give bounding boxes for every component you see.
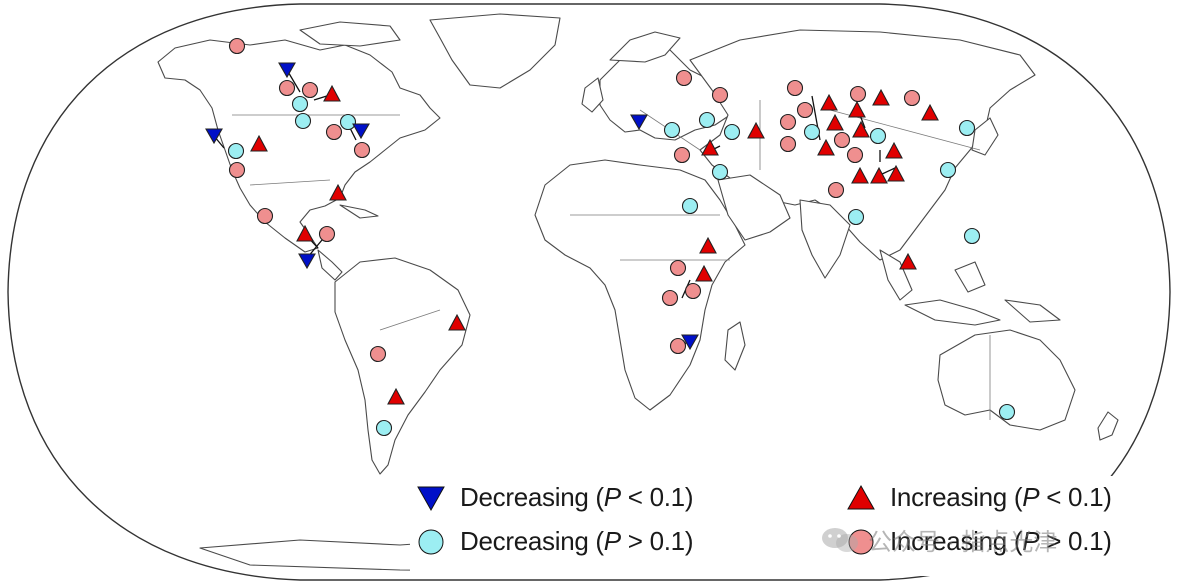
marker-increasing-sig xyxy=(387,387,405,405)
marker-increasing-ns xyxy=(661,289,679,307)
marker-increasing-sig xyxy=(848,100,866,118)
marker-decreasing-ns xyxy=(663,121,681,139)
marker-decreasing-sig xyxy=(681,334,699,351)
marker-increasing-sig xyxy=(852,120,870,138)
south-america xyxy=(334,257,471,475)
marker-increasing-ns xyxy=(669,337,687,355)
marker-increasing-ns xyxy=(779,113,797,131)
marker-increasing-ns xyxy=(228,37,246,55)
marker-increasing-sig xyxy=(296,224,314,242)
markers-decreasing-ns xyxy=(227,95,1016,437)
marker-decreasing-ns xyxy=(291,95,309,113)
triangle-down-icon xyxy=(417,486,445,511)
marker-increasing-sig xyxy=(851,166,869,184)
marker-increasing-sig xyxy=(323,84,341,102)
marker-increasing-ns xyxy=(786,79,804,97)
legend-label: Increasing (P < 0.1) xyxy=(890,482,1112,512)
marker-increasing-sig xyxy=(899,252,917,270)
marker-decreasing-sig xyxy=(352,123,370,140)
marker-decreasing-ns xyxy=(803,123,821,141)
marker-increasing-ns xyxy=(779,135,797,153)
marker-increasing-ns xyxy=(318,225,336,243)
marker-increasing-sig xyxy=(921,103,939,121)
marker-increasing-ns xyxy=(673,146,691,164)
marker-increasing-sig xyxy=(701,138,719,156)
marker-increasing-ns xyxy=(846,146,864,164)
marker-decreasing-ns xyxy=(227,142,245,160)
marker-decreasing-ns xyxy=(711,163,729,181)
marker-increasing-ns xyxy=(278,79,296,97)
watermark: 公众号 · 指点光津 xyxy=(820,522,1057,557)
marker-decreasing-ns xyxy=(723,123,741,141)
legend-item-increasing-ns: Increasing (P > 0.1) xyxy=(846,526,1112,557)
marker-increasing-sig xyxy=(817,138,835,156)
marker-increasing-sig xyxy=(820,93,838,111)
north-america xyxy=(157,39,441,253)
markers-increasing-ns xyxy=(228,37,921,363)
marker-decreasing-ns xyxy=(681,197,699,215)
marker-increasing-ns xyxy=(675,69,693,87)
marker-decreasing-ns xyxy=(847,208,865,226)
marker-increasing-ns xyxy=(369,345,387,363)
marker-decreasing-ns xyxy=(963,227,981,245)
asia xyxy=(689,29,1036,261)
marker-decreasing-ns xyxy=(339,113,357,131)
marker-increasing-ns xyxy=(256,207,274,225)
marker-decreasing-ns xyxy=(998,403,1016,421)
marker-increasing-ns xyxy=(301,81,319,99)
marker-increasing-sig xyxy=(885,141,903,159)
circle-icon xyxy=(848,529,874,554)
marker-increasing-sig xyxy=(699,236,717,254)
marker-increasing-ns xyxy=(903,89,921,107)
wechat-icon xyxy=(822,527,858,552)
marker-decreasing-sig xyxy=(298,253,316,270)
marker-decreasing-ns xyxy=(294,112,312,130)
marker-decreasing-ns xyxy=(958,119,976,137)
marker-increasing-ns xyxy=(684,282,702,300)
legend-label: Increasing (P > 0.1) xyxy=(890,526,1112,556)
circle-icon xyxy=(418,529,444,554)
marker-increasing-ns xyxy=(325,123,343,141)
marker-increasing-sig xyxy=(695,264,713,282)
watermark-text: 公众号 · 指点光津 xyxy=(868,529,1058,556)
legend-label: Decreasing (P < 0.1) xyxy=(460,482,694,512)
legend-item-decreasing-ns: Decreasing (P > 0.1) xyxy=(416,526,693,557)
marker-decreasing-ns xyxy=(939,161,957,179)
marker-increasing-ns xyxy=(353,141,371,159)
legend-item-increasing-sig: Increasing (P < 0.1) xyxy=(846,482,1112,513)
legend-label: Decreasing (P > 0.1) xyxy=(460,526,694,556)
marker-increasing-sig xyxy=(872,88,890,106)
marker-increasing-ns xyxy=(228,161,246,179)
marker-increasing-sig xyxy=(826,113,844,131)
marker-decreasing-sig xyxy=(278,62,296,79)
marker-increasing-ns xyxy=(669,259,687,277)
marker-increasing-sig xyxy=(448,313,466,331)
marker-increasing-ns xyxy=(711,86,729,104)
marker-decreasing-ns xyxy=(698,111,716,129)
africa xyxy=(534,159,746,411)
marker-decreasing-sig xyxy=(205,128,223,145)
continents xyxy=(157,13,1119,573)
marker-increasing-sig xyxy=(250,134,268,152)
legend: Decreasing (P < 0.1) Decreasing (P > 0.1… xyxy=(410,476,1170,576)
marker-increasing-sig xyxy=(747,121,765,139)
marker-decreasing-sig xyxy=(630,114,648,131)
australia xyxy=(937,329,1076,431)
marker-increasing-sig xyxy=(887,164,905,182)
marker-increasing-sig xyxy=(870,166,888,184)
marker-increasing-ns xyxy=(827,181,845,199)
marker-increasing-ns xyxy=(849,85,867,103)
triangle-up-icon xyxy=(847,484,875,509)
markers-decreasing-sig xyxy=(205,62,699,351)
marker-decreasing-ns xyxy=(869,127,887,145)
greenland xyxy=(429,13,561,89)
marker-decreasing-ns xyxy=(375,419,393,437)
marker-increasing-sig xyxy=(329,183,347,201)
legend-item-decreasing-sig: Decreasing (P < 0.1) xyxy=(416,482,693,513)
marker-increasing-ns xyxy=(796,101,814,119)
marker-increasing-ns xyxy=(833,131,851,149)
markers-increasing-sig xyxy=(250,84,939,405)
